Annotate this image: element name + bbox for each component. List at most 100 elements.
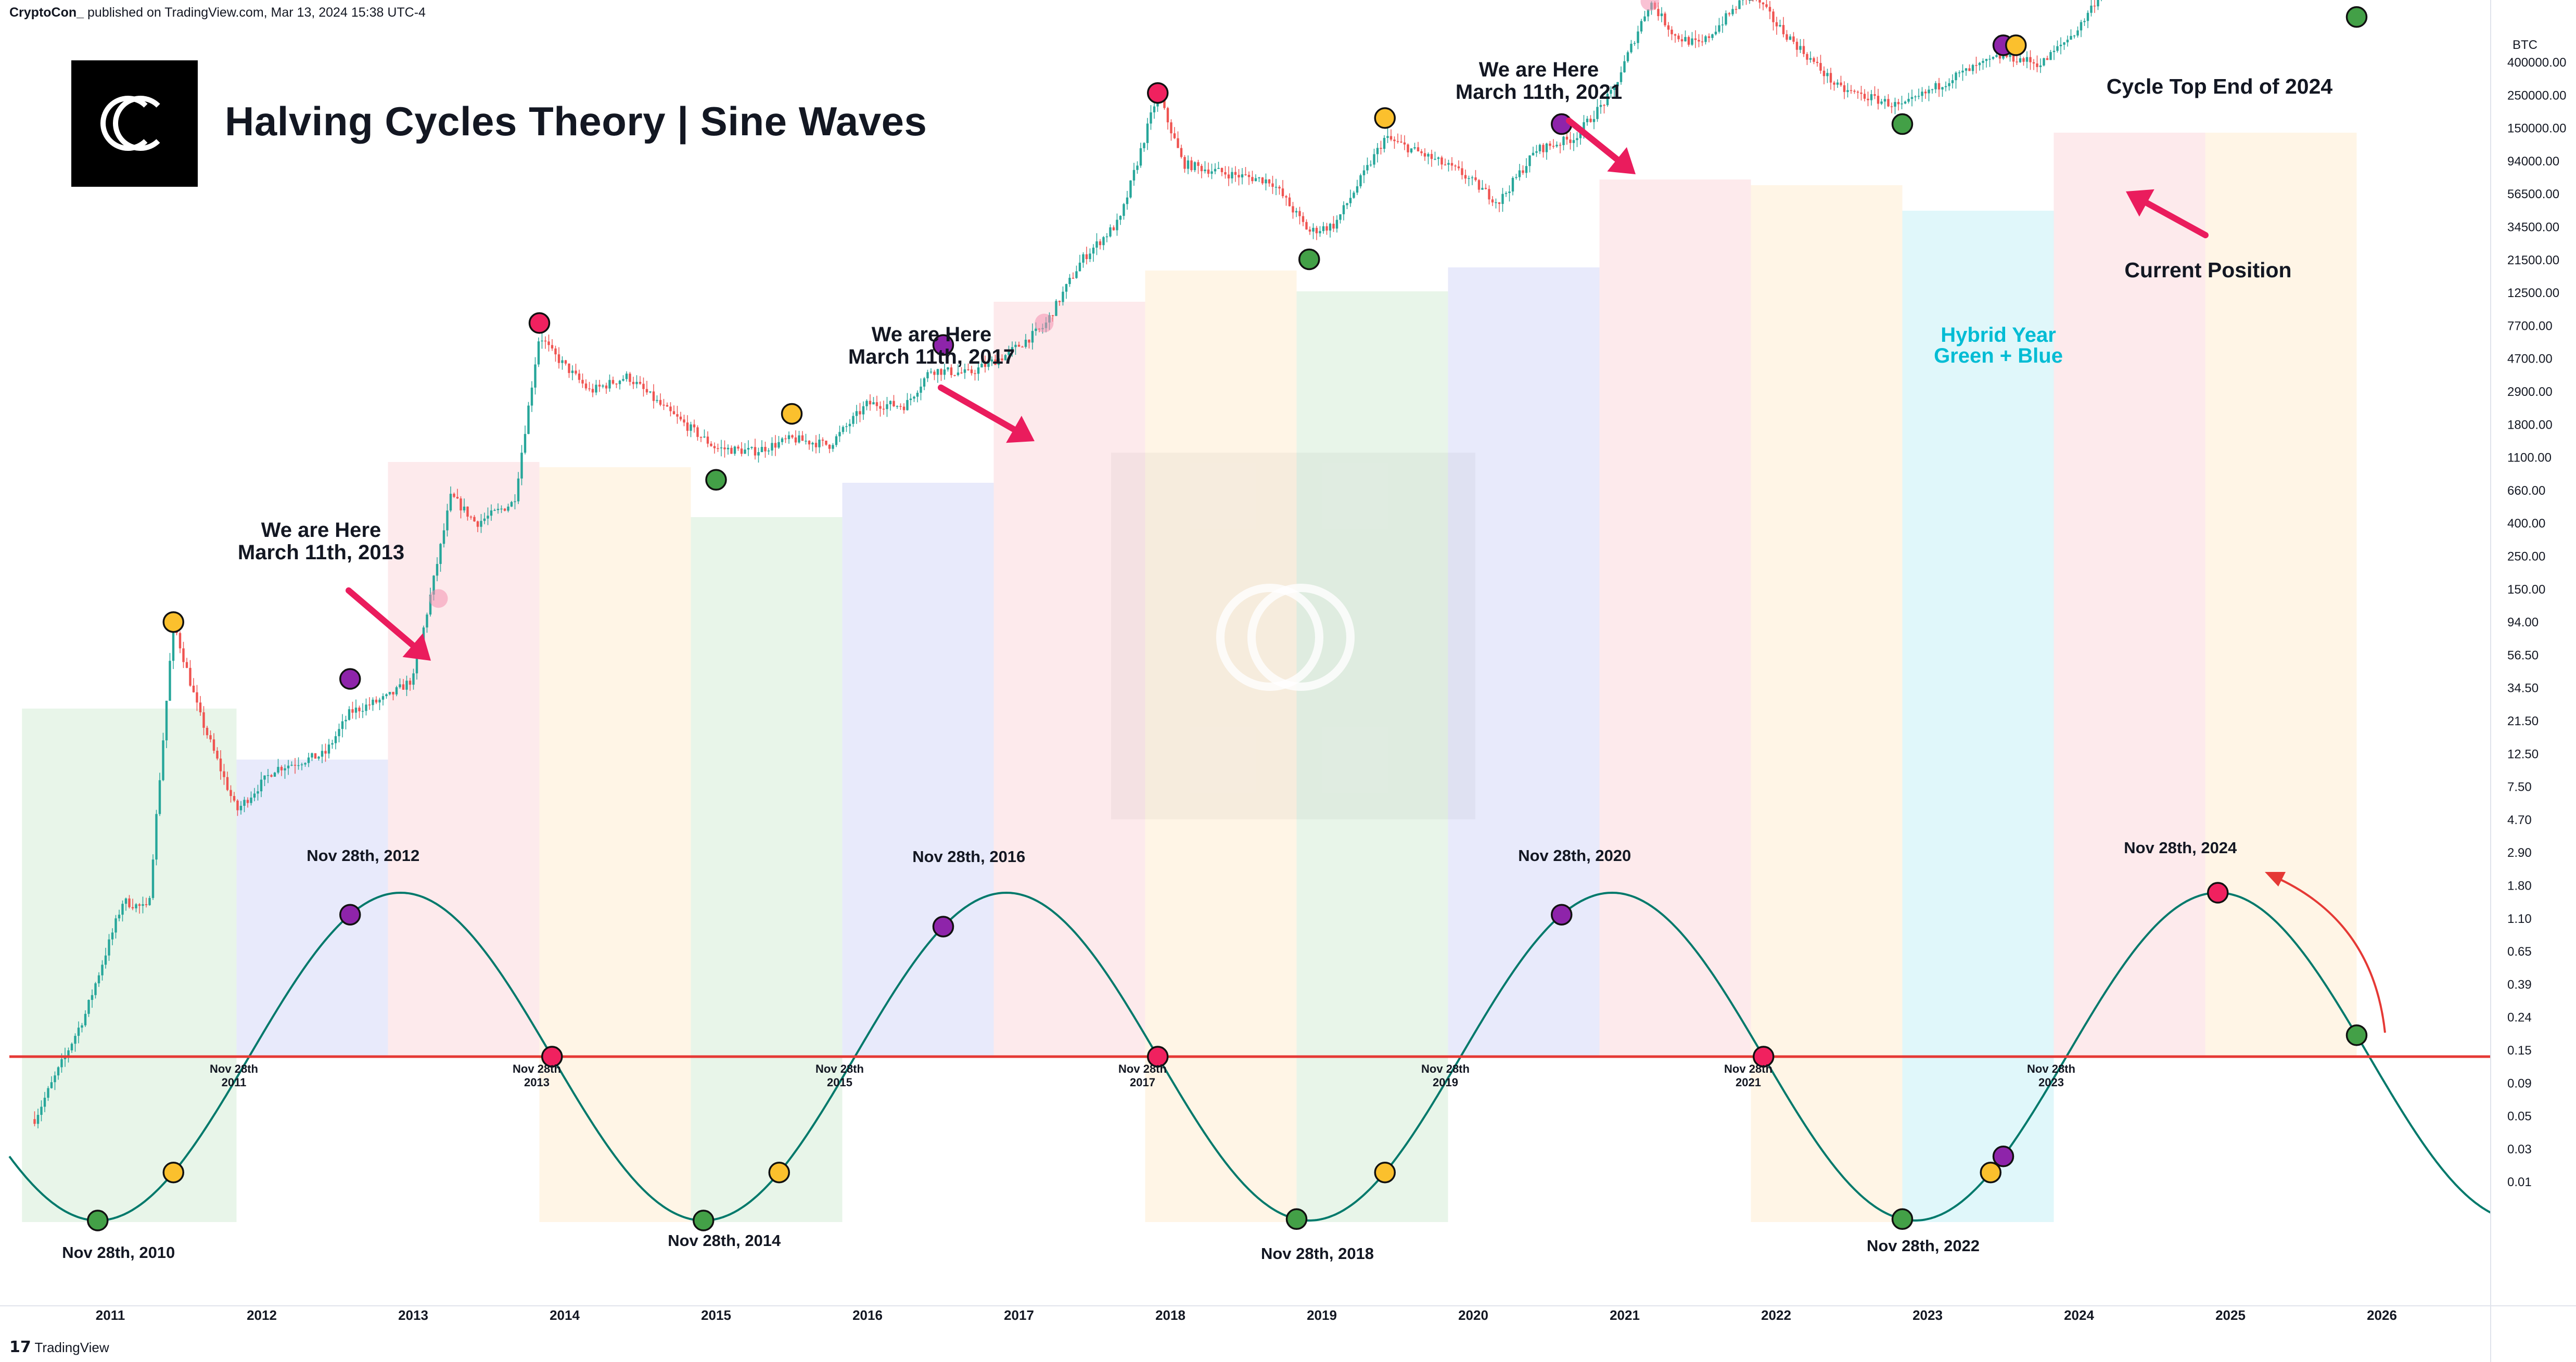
- price-tick-18[interactable]: 56.50: [2507, 648, 2539, 662]
- hybrid-year-label: Hybrid Year: [1941, 324, 2056, 346]
- price-marker-purple-1[interactable]: [339, 668, 361, 690]
- time-tick-2016[interactable]: 2016: [852, 1307, 883, 1323]
- sine-marker-red-7[interactable]: [1147, 1046, 1169, 1068]
- candle-57: [226, 772, 229, 791]
- candle-50: [202, 706, 205, 736]
- sine-marker-red-11[interactable]: [1753, 1046, 1775, 1068]
- sine-marker-yellow-1[interactable]: [162, 1161, 184, 1184]
- price-tick-24[interactable]: 2.90: [2507, 846, 2532, 860]
- price-marker-green-3[interactable]: [705, 469, 727, 491]
- price-tick-11[interactable]: 1800.00: [2507, 418, 2553, 432]
- price-tick-28[interactable]: 0.39: [2507, 978, 2532, 992]
- price-tick-27[interactable]: 0.65: [2507, 945, 2532, 959]
- price-tick-19[interactable]: 34.50: [2507, 682, 2539, 696]
- candle-165: [591, 383, 594, 397]
- candle-607: [2086, 10, 2089, 29]
- candle-405: [1403, 135, 1406, 150]
- price-tick-14[interactable]: 400.00: [2507, 517, 2545, 531]
- price-marker-green-15[interactable]: [2345, 6, 2368, 28]
- price-tick-7[interactable]: 12500.00: [2507, 286, 2559, 300]
- price-tick-21[interactable]: 12.50: [2507, 747, 2539, 761]
- candle-387: [1342, 201, 1345, 221]
- price-tick-0[interactable]: 400000.00: [2507, 56, 2566, 70]
- price-tick-16[interactable]: 150.00: [2507, 583, 2545, 597]
- price-tick-20[interactable]: 21.50: [2507, 714, 2539, 728]
- sine-marker-red-15[interactable]: [2207, 882, 2229, 904]
- price-tick-34[interactable]: 0.01: [2507, 1175, 2532, 1189]
- sine-marker-purple-2[interactable]: [339, 904, 361, 926]
- price-tick-1[interactable]: 250000.00: [2507, 88, 2566, 102]
- sine-marker-purple-14[interactable]: [1992, 1146, 2014, 1167]
- sine-marker-yellow-13[interactable]: [1980, 1161, 2001, 1184]
- sine-marker-purple-6[interactable]: [932, 916, 954, 937]
- price-tick-15[interactable]: 250.00: [2507, 550, 2545, 564]
- price-tick-32[interactable]: 0.05: [2507, 1110, 2532, 1124]
- candle-172: [615, 383, 618, 389]
- sine-marker-red-3[interactable]: [541, 1046, 563, 1068]
- price-marker-yellow-13[interactable]: [2005, 34, 2027, 56]
- sine-marker-yellow-9[interactable]: [1374, 1161, 1396, 1184]
- price-marker-red-2[interactable]: [528, 312, 551, 334]
- price-tick-10[interactable]: 2900.00: [2507, 385, 2553, 399]
- price-tick-25[interactable]: 1.80: [2507, 879, 2532, 893]
- candle-514: [1772, 9, 1775, 31]
- price-tick-12[interactable]: 1100.00: [2507, 451, 2552, 465]
- candle-215: [760, 440, 763, 453]
- time-tick-2011[interactable]: 2011: [96, 1307, 125, 1323]
- price-tick-23[interactable]: 4.70: [2507, 813, 2532, 827]
- time-tick-2020[interactable]: 2020: [1458, 1307, 1488, 1323]
- price-tick-8[interactable]: 7700.00: [2507, 319, 2553, 333]
- time-tick-2017[interactable]: 2017: [1004, 1307, 1034, 1323]
- time-tick-2019[interactable]: 2019: [1307, 1307, 1337, 1323]
- sine-marker-green-12[interactable]: [1891, 1208, 1914, 1230]
- price-tick-4[interactable]: 56500.00: [2507, 187, 2559, 201]
- price-marker-yellow-8[interactable]: [1374, 107, 1396, 129]
- price-tick-31[interactable]: 0.09: [2507, 1076, 2532, 1090]
- time-tick-2026[interactable]: 2026: [2367, 1307, 2397, 1323]
- time-tick-2015[interactable]: 2015: [701, 1307, 731, 1323]
- price-tick-5[interactable]: 34500.00: [2507, 221, 2559, 235]
- time-tick-2025[interactable]: 2025: [2215, 1307, 2246, 1323]
- price-marker-green-7[interactable]: [1298, 248, 1320, 271]
- candle-536: [1846, 83, 1849, 98]
- author-name[interactable]: CryptoCon_: [9, 5, 84, 20]
- candle-167: [598, 380, 601, 392]
- here-dot-0: [429, 589, 448, 608]
- time-tick-2014[interactable]: 2014: [550, 1307, 580, 1323]
- price-tick-6[interactable]: 21500.00: [2507, 253, 2559, 267]
- price-tick-22[interactable]: 7.50: [2507, 780, 2532, 794]
- sine-marker-yellow-5[interactable]: [768, 1161, 790, 1184]
- time-tick-2024[interactable]: 2024: [2064, 1307, 2094, 1323]
- time-tick-2022[interactable]: 2022: [1761, 1307, 1791, 1323]
- candle-469: [1619, 66, 1623, 85]
- price-tick-30[interactable]: 0.15: [2507, 1044, 2532, 1058]
- price-tick-2[interactable]: 150000.00: [2507, 122, 2566, 136]
- price-marker-yellow-0[interactable]: [162, 611, 184, 633]
- price-tick-9[interactable]: 4700.00: [2507, 352, 2553, 366]
- sine-marker-green-8[interactable]: [1285, 1208, 1308, 1230]
- sine-marker-green-4[interactable]: [693, 1210, 715, 1231]
- sine-marker-green-16[interactable]: [2345, 1024, 2368, 1046]
- tradingview-footer[interactable]: 𝟭𝟳 TradingView: [9, 1338, 109, 1356]
- sine-marker-purple-10[interactable]: [1551, 904, 1573, 926]
- price-tick-29[interactable]: 0.24: [2507, 1011, 2532, 1025]
- price-tick-3[interactable]: 94000.00: [2507, 155, 2559, 169]
- watermark-ring-b: [1247, 584, 1355, 691]
- sine-marker-green-0[interactable]: [87, 1210, 109, 1231]
- price-marker-purple-5[interactable]: [932, 334, 954, 356]
- candle-143: [517, 472, 520, 504]
- time-tick-2021[interactable]: 2021: [1610, 1307, 1640, 1323]
- price-marker-yellow-4[interactable]: [781, 403, 803, 425]
- price-tick-26[interactable]: 1.10: [2507, 912, 2532, 926]
- price-tick-13[interactable]: 660.00: [2507, 484, 2545, 498]
- price-marker-red-6[interactable]: [1147, 82, 1169, 104]
- time-tick-2013[interactable]: 2013: [398, 1307, 428, 1323]
- price-tick-17[interactable]: 94.00: [2507, 615, 2539, 629]
- candle-170: [608, 374, 611, 392]
- time-tick-2018[interactable]: 2018: [1155, 1307, 1185, 1323]
- price-marker-green-11[interactable]: [1891, 113, 1914, 135]
- time-tick-2012[interactable]: 2012: [247, 1307, 277, 1323]
- price-tick-33[interactable]: 0.03: [2507, 1142, 2532, 1157]
- time-tick-2023[interactable]: 2023: [1912, 1307, 1943, 1323]
